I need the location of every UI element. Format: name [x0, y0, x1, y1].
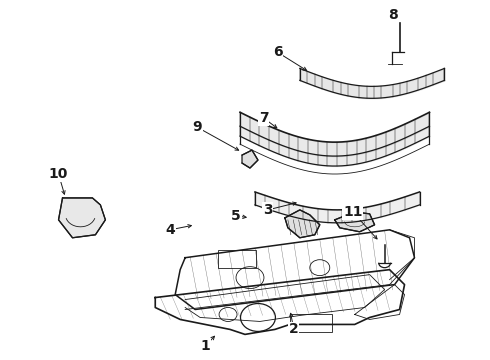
Text: 7: 7	[259, 111, 269, 125]
Text: 2: 2	[289, 323, 299, 337]
Text: 5: 5	[231, 209, 241, 223]
Text: 11: 11	[343, 205, 363, 219]
Text: 9: 9	[192, 120, 202, 134]
Polygon shape	[242, 150, 258, 168]
Polygon shape	[58, 198, 105, 238]
Polygon shape	[335, 212, 375, 232]
Text: 6: 6	[273, 45, 283, 59]
Text: 1: 1	[200, 339, 210, 354]
Bar	[218, 250, 256, 268]
Text: 8: 8	[388, 8, 397, 22]
Bar	[290, 315, 332, 332]
Polygon shape	[285, 210, 320, 238]
Text: 3: 3	[263, 203, 273, 217]
Text: 10: 10	[49, 167, 68, 181]
Text: 4: 4	[165, 223, 175, 237]
